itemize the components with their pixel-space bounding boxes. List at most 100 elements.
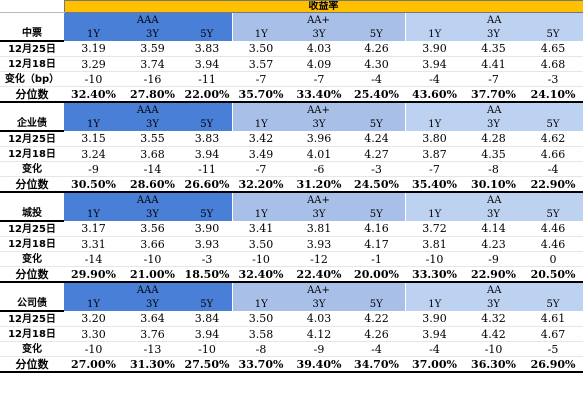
tenor-header-row: 1Y 3Y 5Y 1Y 3Y 5Y 1Y 3Y 5Y	[0, 117, 583, 131]
section-name: 企业债	[0, 102, 64, 132]
table-cell: 3.93	[290, 236, 348, 252]
table-row: 12月18日 3.31 3.66 3.93 3.50 3.93 4.17 3.81 4.23 4.…	[0, 236, 583, 252]
tenor-header-3y: 3Y	[123, 297, 182, 311]
section-name: 公司债	[0, 282, 64, 312]
table-cell: 3.56	[123, 221, 182, 237]
tenor-header-row: 1Y 3Y 5Y 1Y 3Y 5Y 1Y 3Y 5Y	[0, 297, 583, 311]
row-label: 分位数	[0, 356, 64, 373]
table-cell: 22.00%	[182, 86, 232, 103]
tenor-header-5y: 5Y	[523, 207, 583, 221]
table-cell: 3.81	[290, 221, 348, 237]
table-cell: -7	[464, 71, 523, 87]
grade-header-aaa: AAA	[64, 12, 232, 27]
tenor-header-row: 1Y 3Y 5Y 1Y 3Y 5Y 1Y 3Y 5Y	[0, 27, 583, 41]
tenor-header-3y: 3Y	[290, 117, 348, 131]
table-cell: 3.49	[232, 146, 290, 162]
grade-header-aaa: AAA	[64, 281, 232, 297]
table-cell: -3	[182, 251, 232, 267]
table-row: 变化 -14 -10 -3 -10 -12 -1 -10 -9 0	[0, 251, 583, 267]
table-cell: 26.90%	[523, 356, 583, 373]
tenor-header-3y: 3Y	[290, 207, 348, 221]
table-cell: -9	[464, 251, 523, 267]
grade-header-aaa: AAA	[64, 101, 232, 117]
table-cell: -4	[523, 161, 583, 177]
table-cell: 32.40%	[64, 86, 123, 103]
table-cell: -10	[232, 251, 290, 267]
table-cell: 3.96	[290, 131, 348, 147]
table-cell: 31.20%	[290, 176, 348, 193]
table-cell: -5	[523, 341, 583, 357]
table-cell: 3.64	[123, 311, 182, 327]
grade-header-aa-plus: AA+	[231, 101, 405, 117]
table-cell: -10	[123, 251, 182, 267]
table-cell: -3	[523, 71, 583, 87]
tenor-header-3y: 3Y	[290, 297, 348, 311]
table-cell: 29.90%	[64, 266, 123, 283]
table-cell: 3.83	[182, 131, 232, 147]
table-cell: 24.50%	[348, 176, 405, 193]
table-cell: 18.50%	[182, 266, 232, 283]
table-cell: -11	[182, 161, 232, 177]
grade-header-aa-plus: AA+	[231, 281, 405, 297]
table-cell: 30.50%	[64, 176, 123, 193]
tenor-header-5y: 5Y	[348, 27, 405, 41]
table-cell: 4.01	[290, 146, 348, 162]
tenor-header-row: 1Y 3Y 5Y 1Y 3Y 5Y 1Y 3Y 5Y	[0, 207, 583, 221]
table-cell: 3.19	[64, 41, 123, 57]
table-cell: 3.20	[64, 311, 123, 327]
table-cell: 4.46	[523, 221, 583, 237]
tenor-header-1y: 1Y	[64, 297, 123, 311]
grade-header-aa-plus: AA+	[231, 12, 405, 27]
table-cell: 3.81	[405, 236, 464, 252]
table-cell: 37.70%	[464, 86, 523, 103]
table-cell: 4.66	[523, 146, 583, 162]
table-cell: 4.22	[348, 311, 405, 327]
grade-header-row: 企业债 AAA AA+ AA	[0, 101, 583, 132]
table-cell: 3.41	[232, 221, 290, 237]
table-cell: 3.59	[123, 41, 182, 57]
tenor-header-5y: 5Y	[182, 27, 232, 41]
grade-header-aa-plus: AA+	[231, 191, 405, 207]
tenor-header-1y: 1Y	[231, 27, 290, 41]
tenor-header-1y: 1Y	[64, 207, 123, 221]
yield-table: 收益率 中票 AAA AA+ AA 1Y 3Y 5Y 1Y 3Y 5Y 1Y 3Y 5Y 12月25日 3.…	[0, 0, 583, 373]
tenor-header-5y: 5Y	[348, 207, 405, 221]
table-cell: 4.17	[348, 236, 405, 252]
row-label: 分位数	[0, 176, 64, 193]
row-label: 变化	[0, 161, 64, 177]
tenor-header-1y: 1Y	[64, 117, 123, 131]
grade-header-row: 公司债 AAA AA+ AA	[0, 281, 583, 312]
tenor-header-5y: 5Y	[348, 117, 405, 131]
row-label: 分位数	[0, 86, 64, 103]
tenor-header-3y: 3Y	[464, 297, 523, 311]
table-row: 12月18日 3.24 3.68 3.94 3.49 4.01 4.27 3.87 4.35 4.…	[0, 146, 583, 162]
table-cell: 4.03	[290, 311, 348, 327]
table-row: 12月25日 3.17 3.56 3.90 3.41 3.81 4.16 3.72 4.14 4.…	[0, 221, 583, 237]
tenor-header-3y: 3Y	[123, 27, 182, 41]
table-cell: 4.30	[348, 56, 405, 72]
tenor-header-3y: 3Y	[123, 207, 182, 221]
table-cell: -7	[232, 71, 290, 87]
table-cell: 4.42	[464, 326, 523, 342]
table-row: 分位数 27.00% 31.30% 27.50% 33.70% 39.40% 34.70% 3…	[0, 356, 583, 373]
table-cell: 0	[523, 251, 583, 267]
section-name: 城投	[0, 192, 64, 222]
table-cell: 27.80%	[123, 86, 182, 103]
table-cell: -14	[123, 161, 182, 177]
table-cell: 3.93	[182, 236, 232, 252]
table-cell: 33.40%	[290, 86, 348, 103]
row-label: 12月25日	[0, 221, 64, 237]
tenor-header-3y: 3Y	[464, 117, 523, 131]
tenor-header-5y: 5Y	[523, 297, 583, 311]
table-cell: -4	[405, 341, 464, 357]
table-cell: 3.42	[232, 131, 290, 147]
table-cell: 4.32	[464, 311, 523, 327]
table-cell: 3.90	[182, 221, 232, 237]
table-cell: 3.80	[405, 131, 464, 147]
tenor-header-3y: 3Y	[290, 27, 348, 41]
table-cell: -9	[64, 161, 123, 177]
table-cell: 3.50	[232, 311, 290, 327]
row-label: 分位数	[0, 266, 64, 283]
table-row: 变化 -10 -13 -10 -8 -9 -4 -4 -10 -5	[0, 341, 583, 357]
row-label: 12月25日	[0, 131, 64, 147]
